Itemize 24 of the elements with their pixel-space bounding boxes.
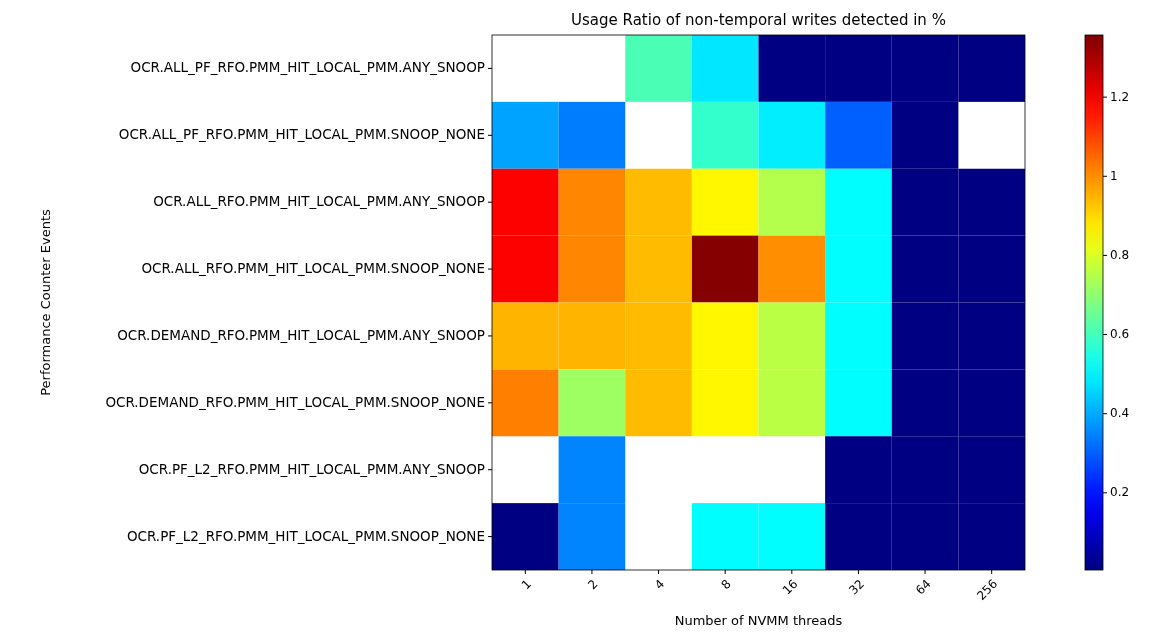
x-tick-label: 32 [846, 576, 868, 598]
chart-title: Usage Ratio of non-temporal writes detected in % [571, 11, 946, 29]
color-bar-label: 0.8 [1110, 247, 1130, 262]
y-tick-label: OCR.PF_L2_RFO.PMM_HIT_LOCAL_PMM.SNOOP_NONE [126, 527, 485, 544]
x-tick-label: 64 [912, 576, 934, 598]
y-tick-label: OCR.DEMAND_RFO.PMM_HIT_LOCAL_PMM.SNOOP_NONE [105, 393, 485, 410]
y-tick-label: OCR.ALL_PF_RFO.PMM_HIT_LOCAL_PMM.SNOOP_NONE [118, 126, 485, 143]
y-tick-label: OCR.ALL_RFO.PMM_HIT_LOCAL_PMM.SNOOP_NONE [141, 260, 485, 277]
color-bar-label: 0.6 [1110, 327, 1130, 342]
y-tick-label: OCR.DEMAND_RFO.PMM_HIT_LOCAL_PMM.ANY_SNOOP [117, 326, 485, 343]
y-tick-label: OCR.PF_L2_RFO.PMM_HIT_LOCAL_PMM.ANY_SNOOP [138, 460, 485, 477]
color-bar-label: 0.2 [1110, 485, 1130, 500]
y-tick-label: OCR.ALL_PF_RFO.PMM_HIT_LOCAL_PMM.ANY_SNOOP [130, 59, 485, 76]
x-axis-title: Number of NVMM threads [674, 613, 843, 628]
x-tick-label: 2 [585, 576, 601, 592]
y-tick-label: OCR.ALL_RFO.PMM_HIT_LOCAL_PMM.ANY_SNOOP [153, 193, 485, 210]
color-bar-label: 1.2 [1110, 89, 1130, 104]
x-tick-label: 4 [651, 576, 668, 592]
x-tick-label: 1 [518, 576, 534, 592]
y-axis-title: Performance Counter Events [38, 208, 53, 396]
x-tick-label: 8 [718, 576, 734, 592]
x-tick-label: 16 [779, 576, 801, 598]
color-bar-label: 1 [1110, 168, 1118, 183]
color-bar-label: 0.4 [1110, 406, 1130, 421]
